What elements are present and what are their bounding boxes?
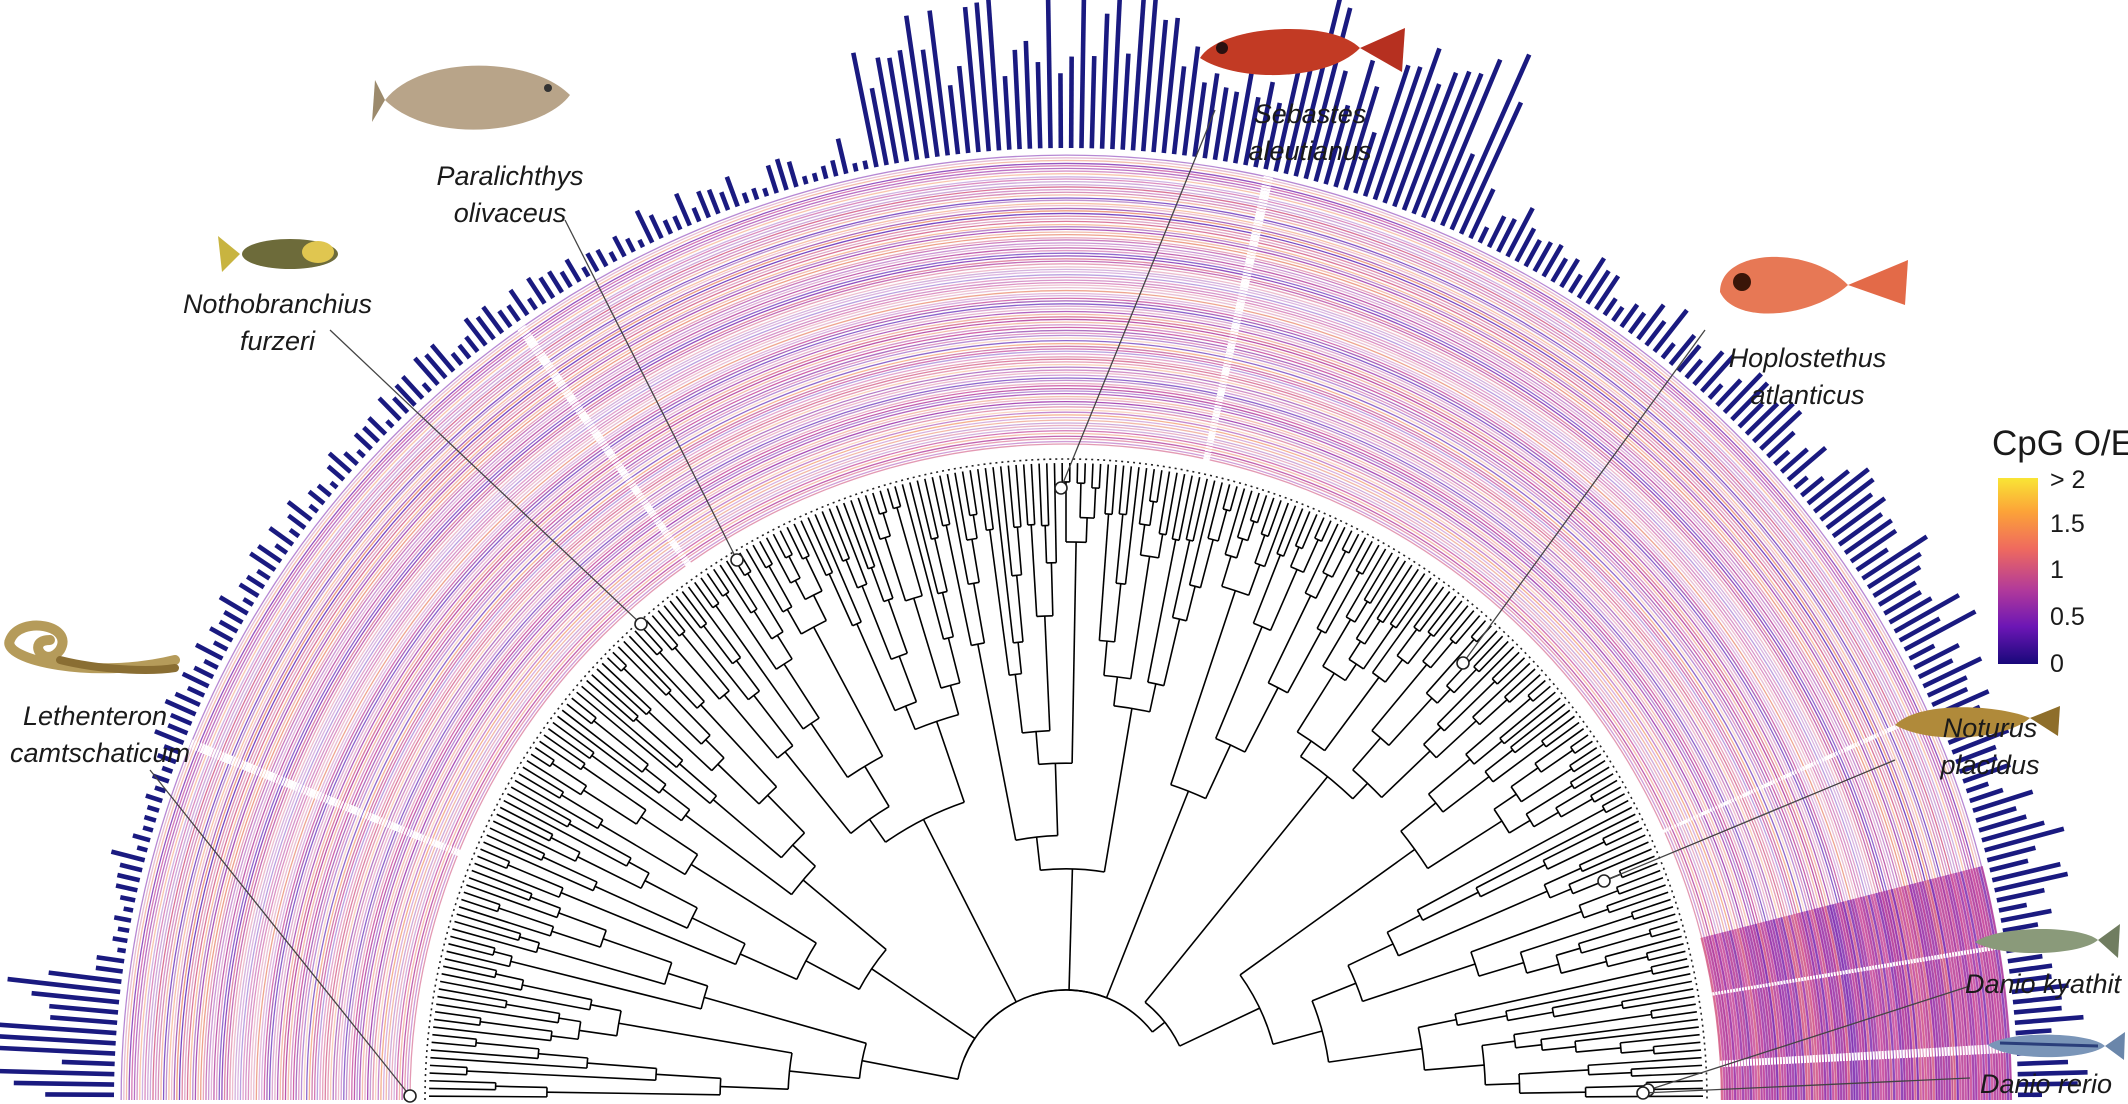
legend-color-scale [1998,478,2038,664]
zebrafish-icon [1988,1032,2125,1060]
species-label-lethenteron: Lethenteron camtschaticum [10,701,191,768]
killifish-icon [218,236,338,272]
outer-bar-chart [0,0,2088,1098]
species-label-paralichthys: Paralichthys olivaceus [436,161,584,228]
legend-tick: 1 [2050,556,2064,584]
legend-tick: > 2 [2050,466,2086,494]
spotted-danio-icon [1975,924,2120,958]
legend-tick: 0 [2050,650,2064,678]
species-label-danio-rerio: Danio rerio [1979,1069,2113,1099]
phylogenetic-tree [429,463,1703,1098]
species-label-danio-kyathit: Danio kyathit [1964,969,2122,999]
flounder-icon [372,65,570,130]
species-label-nothobranchius: Nothobranchius furzeri [182,289,373,356]
species-label-hoplostethus: Hoplostethus atlanticus [1728,343,1887,410]
species-label-noturus: Noturus placidus [1940,713,2040,780]
catfish-icon [1895,706,2060,738]
species-label-sebastes: Sebastes aleutianus [1248,99,1372,166]
rockfish-icon [1200,28,1405,76]
lamprey-icon [4,620,180,674]
legend-tick: 1.5 [2050,510,2085,538]
legend-title: CpG O/E [1992,424,2128,463]
legend-tick: 0.5 [2050,603,2085,631]
orange-roughy-icon [1720,256,1908,314]
callout-lines [149,109,1971,1103]
